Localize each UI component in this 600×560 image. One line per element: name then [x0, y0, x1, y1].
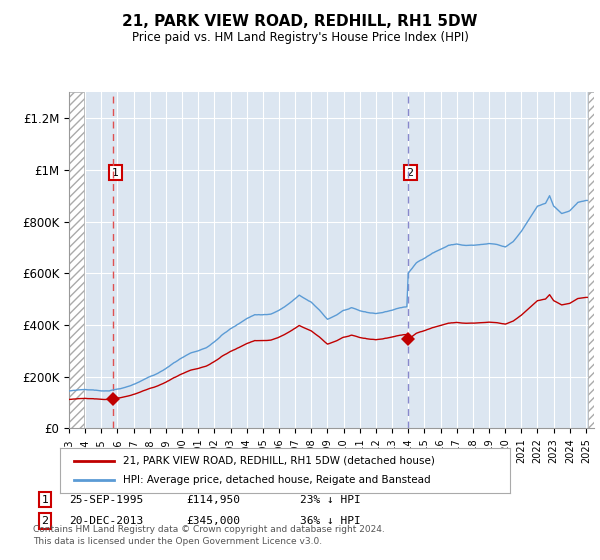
Bar: [69, 92, 83, 428]
Bar: [587, 92, 600, 428]
Text: 2: 2: [407, 167, 414, 178]
Text: 21, PARK VIEW ROAD, REDHILL, RH1 5DW (detached house): 21, PARK VIEW ROAD, REDHILL, RH1 5DW (de…: [123, 455, 435, 465]
Text: 36% ↓ HPI: 36% ↓ HPI: [300, 516, 361, 526]
Text: 20-DEC-2013: 20-DEC-2013: [69, 516, 143, 526]
Text: Contains HM Land Registry data © Crown copyright and database right 2024.
This d: Contains HM Land Registry data © Crown c…: [33, 525, 385, 546]
Text: 25-SEP-1995: 25-SEP-1995: [69, 494, 143, 505]
Text: £114,950: £114,950: [186, 494, 240, 505]
Text: 2: 2: [41, 516, 49, 526]
Text: HPI: Average price, detached house, Reigate and Banstead: HPI: Average price, detached house, Reig…: [123, 475, 431, 486]
Text: Price paid vs. HM Land Registry's House Price Index (HPI): Price paid vs. HM Land Registry's House …: [131, 31, 469, 44]
Text: £345,000: £345,000: [186, 516, 240, 526]
Text: 21, PARK VIEW ROAD, REDHILL, RH1 5DW: 21, PARK VIEW ROAD, REDHILL, RH1 5DW: [122, 14, 478, 29]
Text: 1: 1: [41, 494, 49, 505]
Text: 23% ↓ HPI: 23% ↓ HPI: [300, 494, 361, 505]
Text: 1: 1: [112, 167, 119, 178]
